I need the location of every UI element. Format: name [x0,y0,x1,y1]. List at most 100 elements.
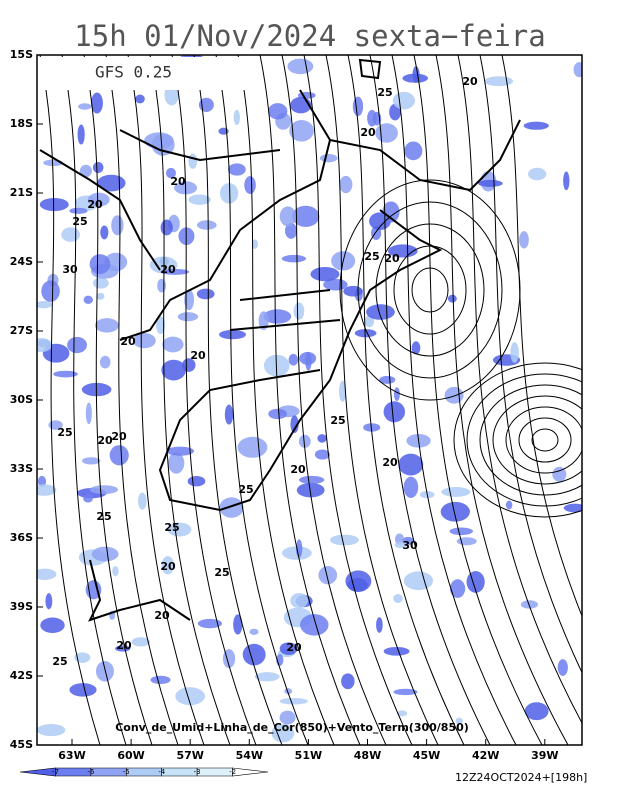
blob [133,332,156,349]
blob [37,484,57,496]
blob [279,710,296,725]
blob [188,194,211,205]
blob [393,688,418,696]
contour-label: 25 [57,426,72,439]
lon-label: 57W [176,749,203,762]
blob [135,94,145,104]
blob [69,207,88,214]
humidity-convergence [37,55,582,743]
blob [167,522,192,537]
blob [279,206,296,227]
blob [300,614,329,636]
contour-label: 20 [286,641,302,654]
blob [279,642,298,656]
blob [150,675,171,685]
blob [343,285,363,297]
blob [96,292,105,300]
blob [398,453,424,476]
blob [74,652,91,663]
blob [91,546,119,562]
caption: Conv_de_Umid+Linha_de_Cor(850)+Vento_Ter… [115,721,469,734]
blob [379,375,396,384]
blob [91,92,103,114]
blob [455,717,463,725]
blob [354,329,377,338]
blob [387,244,418,258]
contour-label: 25 [72,215,87,228]
contour-label: 25 [214,566,229,579]
blob [160,219,173,236]
blob [237,436,268,458]
blob [444,386,464,404]
blob [168,452,185,474]
colorbar-label: -3 [194,768,201,776]
blob [69,683,97,697]
lon-label: 45W [413,749,440,762]
streamline [105,55,179,745]
contour-label: 20 [190,349,206,362]
contour-label: 20 [87,198,103,211]
blob [557,659,568,676]
blob [196,220,217,230]
cyclone-ring [492,395,582,485]
blob [339,175,353,194]
blob [456,537,477,546]
blob [40,617,65,633]
blob [292,205,320,227]
blob [519,231,529,249]
blob [271,723,295,743]
streamline [391,55,517,745]
blob [552,466,567,482]
cyclone-ring [505,406,582,474]
anticyclone-ring [357,201,503,379]
blob [403,571,434,591]
colorbar-segment [19,767,56,777]
streamline [435,55,569,745]
contour-label: 25 [364,250,379,263]
blob [478,179,503,187]
blob [224,404,234,425]
lat-label: 27S [10,324,33,337]
blob [310,267,340,282]
contour-label: 20 [111,430,127,443]
title: 15h 01/Nov/2024 sexta−feira [74,19,545,53]
blob [78,103,92,110]
blob [162,336,184,353]
blob [99,355,111,369]
blob [402,73,429,83]
blob [100,225,109,240]
blob [61,227,81,242]
contour-label: 30 [402,539,418,552]
blob [528,167,547,181]
lat-label: 21S [10,186,33,199]
blob [233,614,243,635]
borders [39,58,521,622]
blob [104,252,128,272]
blob [290,592,309,609]
blob [87,192,110,207]
blob [383,401,406,423]
blob [197,618,223,629]
blob [48,420,63,430]
lat-label: 39S [10,600,33,613]
blob [138,492,147,510]
blob [441,487,471,497]
streamline [281,55,387,745]
streamline [479,55,582,674]
colorbar-label: -7 [52,768,59,776]
blob [563,171,570,191]
contour-label: 25 [96,510,111,523]
contour-label: 25 [238,483,253,496]
blob [109,445,129,466]
lon-label: 60W [117,749,144,762]
blob [244,176,256,194]
contour-label: 20 [290,463,306,476]
blob [293,302,305,320]
contour-label: 20 [120,335,136,348]
colorbar-segment [90,767,127,777]
blob [392,91,416,110]
streamline [39,55,101,745]
blob [376,617,383,633]
blob [382,201,400,223]
colorbar-label: -5 [123,768,130,776]
